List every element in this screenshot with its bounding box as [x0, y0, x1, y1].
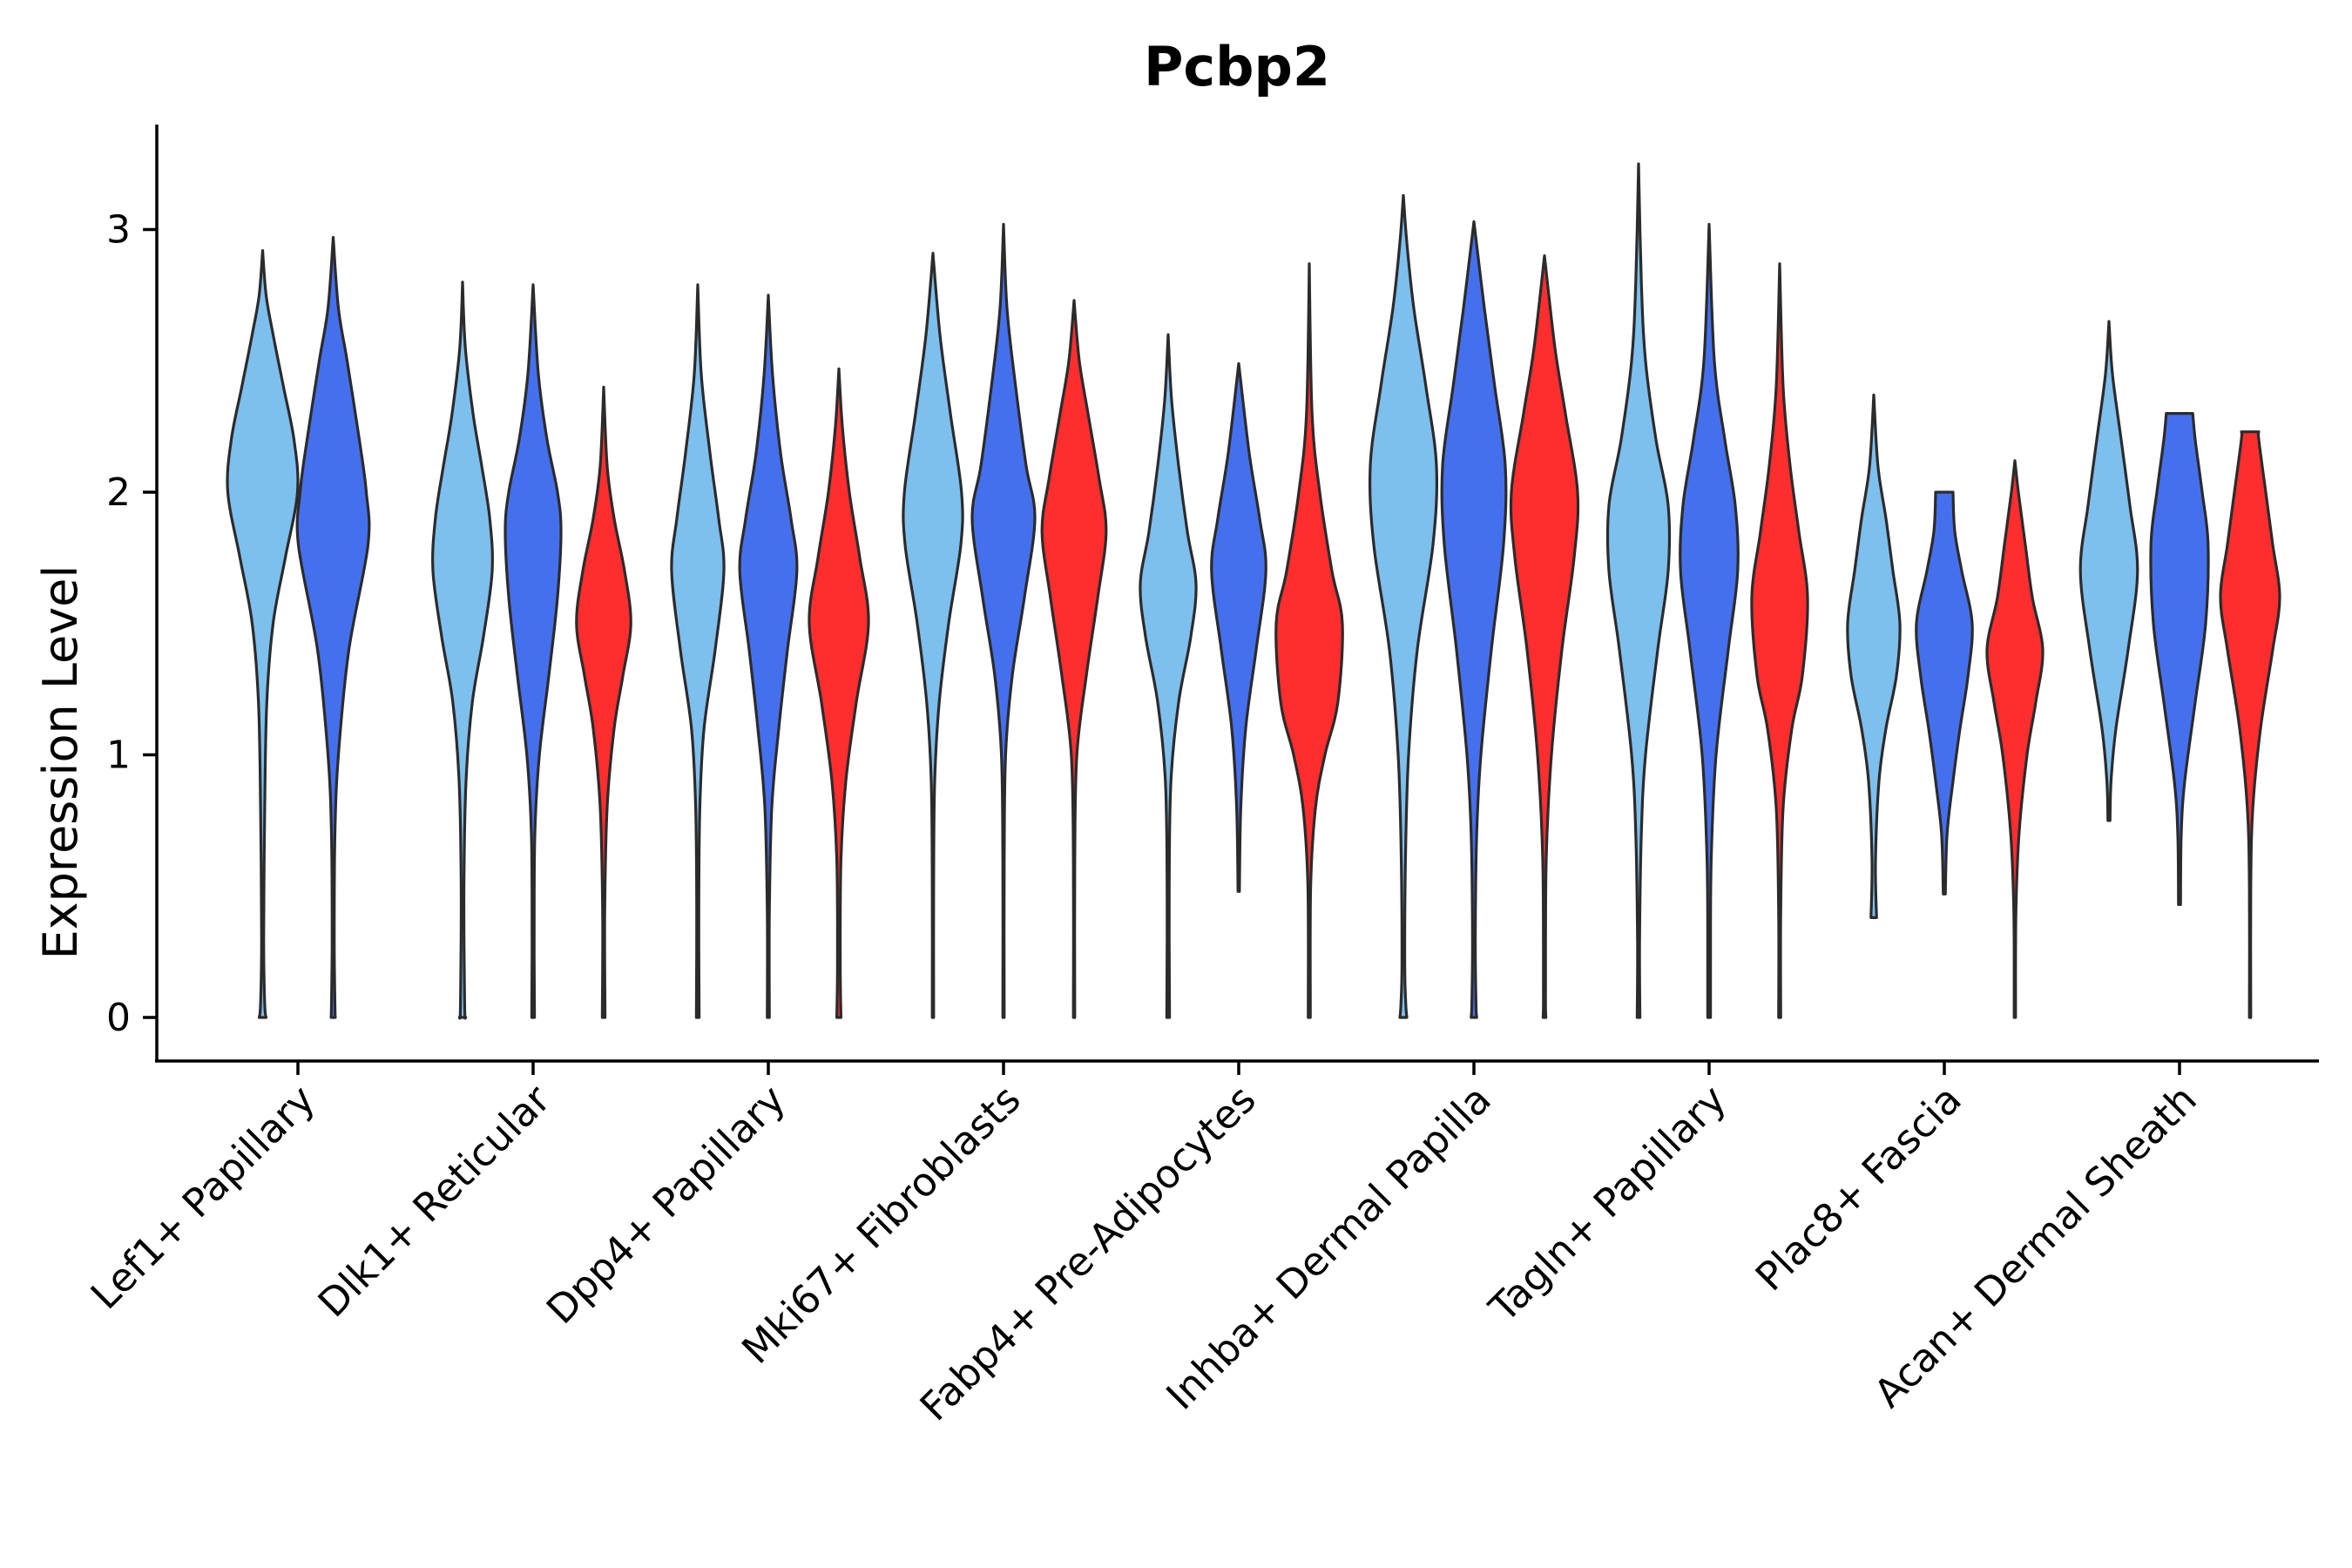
violin-plac8-fascia-group-2 — [1915, 490, 1974, 896]
x-tick-label-lef1-papillary: Lef1+ Papillary — [82, 1076, 324, 1318]
violin-lef1-papillary-group-1 — [226, 249, 300, 1019]
y-tick-label-2: 2 — [106, 470, 131, 515]
violin-tagln-papillary-group-3 — [1750, 262, 1809, 1019]
violin-mki67-fibroblasts-group-1 — [902, 252, 964, 1019]
chart-title: Pcbp2 — [1144, 35, 1330, 98]
violin-dpp4-papillary-group-3 — [808, 367, 870, 1019]
violin-dlk1-reticular-group-2 — [504, 283, 563, 1019]
violin-inhba-dermal-papilla-group-2 — [1440, 220, 1508, 1019]
violin-dlk1-reticular-group-1 — [431, 280, 494, 1020]
violin-inhba-dermal-papilla-group-3 — [1509, 254, 1580, 1019]
x-tick-label-plac8-fascia: Plac8+ Fascia — [1747, 1076, 1970, 1300]
violin-mki67-fibroblasts-group-3 — [1040, 299, 1108, 1019]
x-tick-label-dlk1-reticular: Dlk1+ Reticular — [309, 1076, 559, 1326]
violin-fabp4-pre-adipocytes-group-1 — [1139, 333, 1198, 1019]
violin-acan-dermal-sheath-group-2 — [2149, 412, 2210, 906]
x-tick-label-tagln-papillary: Tagln+ Papillary — [1480, 1076, 1735, 1331]
violin-plac8-fascia-group-1 — [1846, 393, 1902, 919]
violin-acan-dermal-sheath-group-1 — [2078, 320, 2139, 822]
violin-fabp4-pre-adipocytes-group-3 — [1274, 262, 1344, 1019]
violin-inhba-dermal-papilla-group-1 — [1368, 193, 1439, 1019]
y-tick-label-3: 3 — [106, 208, 131, 253]
violin-plac8-fascia-group-3 — [1985, 459, 2044, 1019]
y-axis-ticks: 0 1 2 3 — [106, 208, 157, 1040]
violin-layer — [226, 162, 2281, 1020]
violin-dpp4-papillary-group-1 — [670, 283, 726, 1019]
violin-fabp4-pre-adipocytes-group-2 — [1210, 362, 1267, 893]
violin-tagln-papillary-group-1 — [1605, 162, 1672, 1019]
y-tick-label-1: 1 — [106, 733, 131, 778]
violin-dlk1-reticular-group-3 — [575, 385, 632, 1019]
violin-mki67-fibroblasts-group-2 — [970, 222, 1037, 1019]
y-tick-label-0: 0 — [106, 996, 131, 1040]
violin-lef1-papillary-group-2 — [295, 235, 371, 1019]
violin-acan-dermal-sheath-group-3 — [2219, 430, 2281, 1019]
violin-dpp4-papillary-group-2 — [738, 294, 799, 1019]
violin-tagln-papillary-group-2 — [1679, 222, 1740, 1019]
x-tick-label-dpp4-papillary: Dpp4+ Papillary — [537, 1076, 794, 1333]
y-axis-label: Expression Level — [33, 565, 88, 960]
